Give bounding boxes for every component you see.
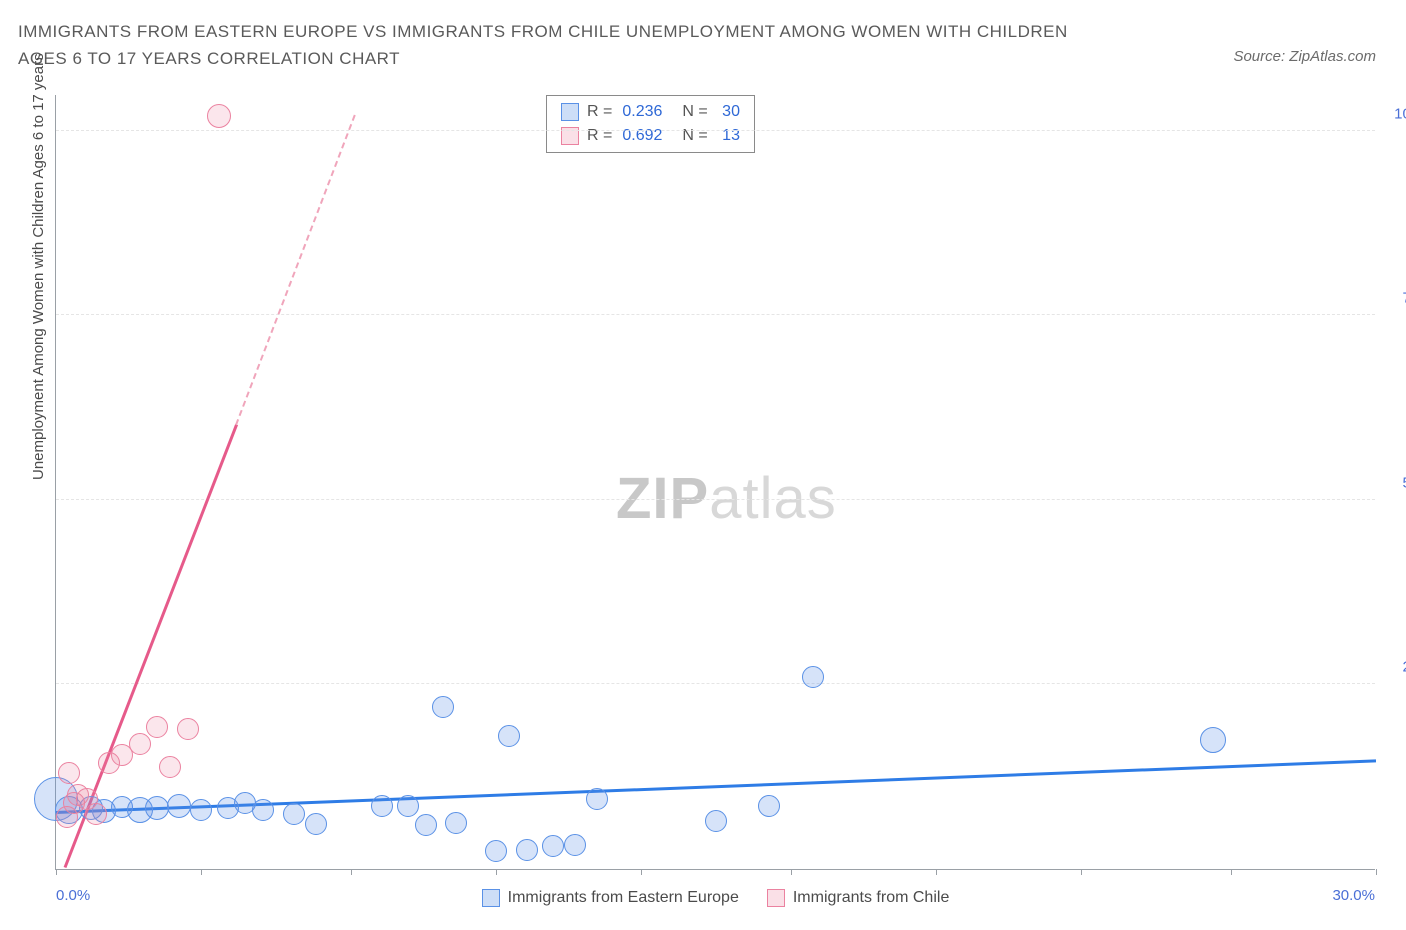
legend-n-value: 30 bbox=[718, 100, 740, 124]
chart-plot-area: ZIPatlas R =0.236N = 30R =0.692N = 13 Im… bbox=[55, 95, 1375, 870]
legend-row: R = 0.692 N = 13 bbox=[561, 124, 740, 148]
x-tick bbox=[351, 869, 352, 875]
legend-label: Immigrants from Eastern Europe bbox=[508, 889, 739, 907]
y-tick-label: 25.0% bbox=[1385, 659, 1406, 676]
legend-item: Immigrants from Chile bbox=[767, 889, 949, 907]
trendline bbox=[235, 115, 356, 426]
data-point bbox=[432, 696, 454, 718]
data-point bbox=[167, 794, 191, 818]
legend-n-label: N = bbox=[682, 124, 707, 148]
x-tick bbox=[1231, 869, 1232, 875]
data-point bbox=[85, 803, 107, 825]
data-point bbox=[146, 716, 168, 738]
data-point bbox=[564, 834, 586, 856]
gridline bbox=[56, 499, 1375, 500]
legend-r-label: R = bbox=[587, 100, 612, 124]
x-tick-label: 0.0% bbox=[56, 887, 90, 904]
legend-row: R = 0.236 N = 30 bbox=[561, 100, 740, 124]
data-point bbox=[1200, 727, 1226, 753]
data-point bbox=[415, 814, 437, 836]
data-point bbox=[145, 796, 169, 820]
y-axis-label: Unemployment Among Women with Children A… bbox=[30, 53, 47, 480]
data-point bbox=[190, 799, 212, 821]
y-tick-label: 50.0% bbox=[1385, 474, 1406, 491]
x-tick bbox=[56, 869, 57, 875]
data-point bbox=[177, 718, 199, 740]
data-point bbox=[252, 799, 274, 821]
gridline bbox=[56, 130, 1375, 131]
data-point bbox=[207, 104, 231, 128]
legend-r-label: R = bbox=[587, 124, 612, 148]
data-point bbox=[802, 666, 824, 688]
legend-label: Immigrants from Chile bbox=[793, 889, 949, 907]
data-point bbox=[758, 795, 780, 817]
series-legend: Immigrants from Eastern Europe Immigrants… bbox=[56, 889, 1375, 907]
legend-n-label: N = bbox=[682, 100, 707, 124]
data-point bbox=[305, 813, 327, 835]
data-point bbox=[58, 762, 80, 784]
y-tick-label: 75.0% bbox=[1385, 290, 1406, 307]
legend-swatch bbox=[561, 103, 579, 121]
source-attribution: Source: ZipAtlas.com bbox=[1233, 48, 1376, 65]
legend-swatch bbox=[482, 889, 500, 907]
data-point bbox=[542, 835, 564, 857]
data-point bbox=[129, 733, 151, 755]
legend-r-value: 0.236 bbox=[622, 100, 662, 124]
data-point bbox=[498, 725, 520, 747]
x-tick bbox=[936, 869, 937, 875]
legend-swatch bbox=[767, 889, 785, 907]
x-tick bbox=[1376, 869, 1377, 875]
data-point bbox=[705, 810, 727, 832]
x-tick-label: 30.0% bbox=[1332, 887, 1375, 904]
x-tick bbox=[201, 869, 202, 875]
data-point bbox=[586, 788, 608, 810]
data-point bbox=[283, 803, 305, 825]
data-point bbox=[485, 840, 507, 862]
gridline bbox=[56, 683, 1375, 684]
correlation-legend: R = 0.236 N = 30 R = 0.692 N = 13 bbox=[546, 95, 755, 153]
y-tick-label: 100.0% bbox=[1385, 105, 1406, 122]
data-point bbox=[516, 839, 538, 861]
legend-r-value: 0.692 bbox=[622, 124, 662, 148]
chart-title: IMMIGRANTS FROM EASTERN EUROPE VS IMMIGR… bbox=[18, 18, 1098, 72]
legend-n-value: 13 bbox=[718, 124, 740, 148]
data-point bbox=[397, 795, 419, 817]
x-tick bbox=[791, 869, 792, 875]
data-point bbox=[371, 795, 393, 817]
x-tick bbox=[641, 869, 642, 875]
x-tick bbox=[496, 869, 497, 875]
data-point bbox=[445, 812, 467, 834]
gridline bbox=[56, 314, 1375, 315]
data-point bbox=[159, 756, 181, 778]
x-tick bbox=[1081, 869, 1082, 875]
legend-item: Immigrants from Eastern Europe bbox=[482, 889, 739, 907]
